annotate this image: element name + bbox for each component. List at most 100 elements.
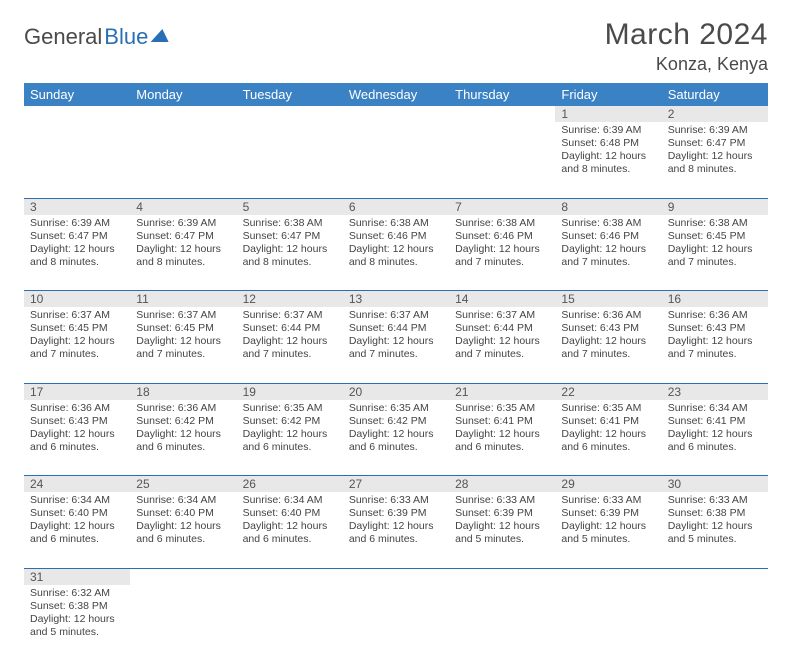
sunrise-line: Sunrise: 6:38 AM (668, 217, 762, 230)
sunrise-line: Sunrise: 6:34 AM (668, 402, 762, 415)
day-content: Sunrise: 6:37 AMSunset: 6:45 PMDaylight:… (24, 307, 130, 366)
daynum-cell: 12 (237, 291, 343, 308)
sunset-line: Sunset: 6:39 PM (349, 507, 443, 520)
sunset-line: Sunset: 6:47 PM (668, 137, 762, 150)
day-number: 20 (343, 384, 449, 400)
day-content: Sunrise: 6:34 AMSunset: 6:41 PMDaylight:… (662, 400, 768, 459)
day-cell: Sunrise: 6:39 AMSunset: 6:47 PMDaylight:… (130, 215, 236, 291)
day-header: Wednesday (343, 83, 449, 106)
day-number: 5 (237, 199, 343, 215)
day-content: Sunrise: 6:34 AMSunset: 6:40 PMDaylight:… (237, 492, 343, 551)
sunset-line: Sunset: 6:45 PM (136, 322, 230, 335)
daynum-cell (237, 568, 343, 585)
content-row: Sunrise: 6:34 AMSunset: 6:40 PMDaylight:… (24, 492, 768, 568)
daynum-cell: 30 (662, 476, 768, 493)
day-number: 28 (449, 476, 555, 492)
daylight-line: Daylight: 12 hours and 5 minutes. (30, 613, 124, 639)
day-cell: Sunrise: 6:33 AMSunset: 6:39 PMDaylight:… (343, 492, 449, 568)
sunset-line: Sunset: 6:45 PM (668, 230, 762, 243)
daynum-cell (555, 568, 661, 585)
day-number: 7 (449, 199, 555, 215)
sunrise-line: Sunrise: 6:33 AM (349, 494, 443, 507)
day-content: Sunrise: 6:34 AMSunset: 6:40 PMDaylight:… (24, 492, 130, 551)
day-number: 9 (662, 199, 768, 215)
day-cell: Sunrise: 6:36 AMSunset: 6:43 PMDaylight:… (555, 307, 661, 383)
daylight-line: Daylight: 12 hours and 6 minutes. (561, 428, 655, 454)
day-cell: Sunrise: 6:38 AMSunset: 6:47 PMDaylight:… (237, 215, 343, 291)
daynum-cell: 16 (662, 291, 768, 308)
logo-text-blue: Blue (104, 24, 148, 50)
day-number: 18 (130, 384, 236, 400)
day-number: 26 (237, 476, 343, 492)
day-number: 30 (662, 476, 768, 492)
daylight-line: Daylight: 12 hours and 7 minutes. (30, 335, 124, 361)
daynum-cell: 31 (24, 568, 130, 585)
daylight-line: Daylight: 12 hours and 6 minutes. (136, 428, 230, 454)
daylight-line: Daylight: 12 hours and 8 minutes. (561, 150, 655, 176)
sunrise-line: Sunrise: 6:36 AM (30, 402, 124, 415)
day-cell: Sunrise: 6:34 AMSunset: 6:40 PMDaylight:… (130, 492, 236, 568)
day-cell: Sunrise: 6:33 AMSunset: 6:38 PMDaylight:… (662, 492, 768, 568)
day-content: Sunrise: 6:35 AMSunset: 6:42 PMDaylight:… (237, 400, 343, 459)
day-cell: Sunrise: 6:33 AMSunset: 6:39 PMDaylight:… (449, 492, 555, 568)
header: GeneralBlue March 2024 Konza, Kenya (24, 18, 768, 75)
day-cell (555, 585, 661, 661)
day-content: Sunrise: 6:38 AMSunset: 6:46 PMDaylight:… (555, 215, 661, 274)
daynum-cell: 2 (662, 106, 768, 122)
day-cell (130, 585, 236, 661)
day-cell: Sunrise: 6:34 AMSunset: 6:40 PMDaylight:… (237, 492, 343, 568)
day-content: Sunrise: 6:39 AMSunset: 6:47 PMDaylight:… (24, 215, 130, 274)
day-number: 14 (449, 291, 555, 307)
daynum-cell: 11 (130, 291, 236, 308)
daynum-cell: 5 (237, 198, 343, 215)
day-number: 27 (343, 476, 449, 492)
sunset-line: Sunset: 6:46 PM (349, 230, 443, 243)
sunset-line: Sunset: 6:40 PM (136, 507, 230, 520)
sunset-line: Sunset: 6:48 PM (561, 137, 655, 150)
daynum-row: 12 (24, 106, 768, 122)
day-number: 8 (555, 199, 661, 215)
logo-text-general: General (24, 24, 102, 50)
day-cell (130, 122, 236, 198)
daynum-cell (343, 568, 449, 585)
daynum-cell: 26 (237, 476, 343, 493)
day-cell: Sunrise: 6:39 AMSunset: 6:48 PMDaylight:… (555, 122, 661, 198)
sunset-line: Sunset: 6:42 PM (136, 415, 230, 428)
day-cell (449, 122, 555, 198)
sunset-line: Sunset: 6:44 PM (349, 322, 443, 335)
title-block: March 2024 Konza, Kenya (605, 18, 768, 75)
sunset-line: Sunset: 6:43 PM (668, 322, 762, 335)
sunrise-line: Sunrise: 6:38 AM (455, 217, 549, 230)
day-header-row: SundayMondayTuesdayWednesdayThursdayFrid… (24, 83, 768, 106)
daynum-cell: 1 (555, 106, 661, 122)
daynum-cell: 13 (343, 291, 449, 308)
daynum-cell: 6 (343, 198, 449, 215)
day-number: 12 (237, 291, 343, 307)
day-cell: Sunrise: 6:34 AMSunset: 6:41 PMDaylight:… (662, 400, 768, 476)
day-header: Saturday (662, 83, 768, 106)
day-content: Sunrise: 6:38 AMSunset: 6:45 PMDaylight:… (662, 215, 768, 274)
sunrise-line: Sunrise: 6:37 AM (30, 309, 124, 322)
sunrise-line: Sunrise: 6:35 AM (349, 402, 443, 415)
day-content: Sunrise: 6:39 AMSunset: 6:47 PMDaylight:… (662, 122, 768, 181)
day-cell: Sunrise: 6:36 AMSunset: 6:42 PMDaylight:… (130, 400, 236, 476)
daynum-cell: 15 (555, 291, 661, 308)
day-content: Sunrise: 6:35 AMSunset: 6:42 PMDaylight:… (343, 400, 449, 459)
day-content: Sunrise: 6:35 AMSunset: 6:41 PMDaylight:… (449, 400, 555, 459)
content-row: Sunrise: 6:39 AMSunset: 6:47 PMDaylight:… (24, 215, 768, 291)
day-cell: Sunrise: 6:35 AMSunset: 6:41 PMDaylight:… (555, 400, 661, 476)
daynum-cell: 25 (130, 476, 236, 493)
sunrise-line: Sunrise: 6:36 AM (561, 309, 655, 322)
daynum-cell (237, 106, 343, 122)
day-number: 31 (24, 569, 130, 585)
day-content: Sunrise: 6:37 AMSunset: 6:45 PMDaylight:… (130, 307, 236, 366)
sunset-line: Sunset: 6:43 PM (561, 322, 655, 335)
daynum-cell: 27 (343, 476, 449, 493)
day-number: 2 (662, 106, 768, 122)
day-header: Sunday (24, 83, 130, 106)
daylight-line: Daylight: 12 hours and 7 minutes. (561, 243, 655, 269)
day-cell: Sunrise: 6:39 AMSunset: 6:47 PMDaylight:… (662, 122, 768, 198)
daynum-cell (449, 106, 555, 122)
day-header: Monday (130, 83, 236, 106)
daylight-line: Daylight: 12 hours and 7 minutes. (561, 335, 655, 361)
